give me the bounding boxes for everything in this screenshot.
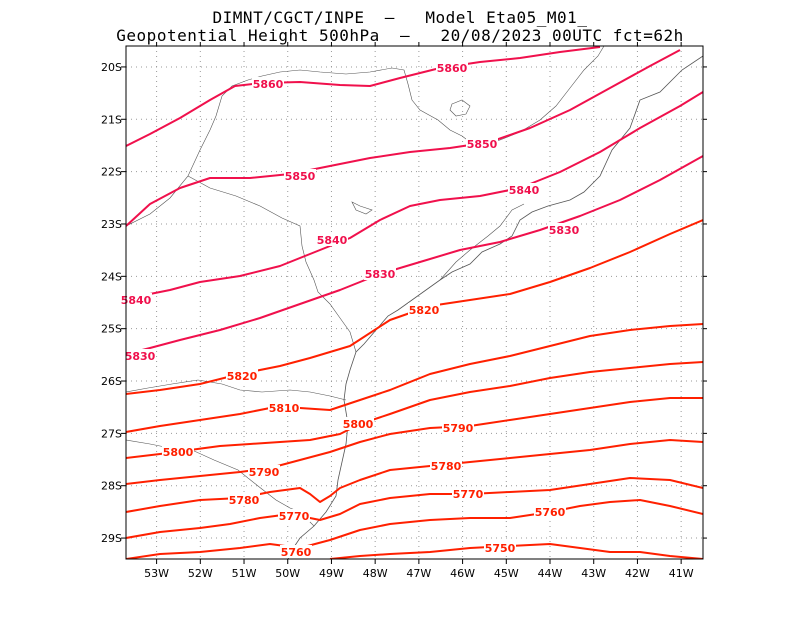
lat-tick-label: 24S bbox=[101, 270, 122, 283]
contour-line-5750 bbox=[329, 543, 703, 559]
contour-label-bg bbox=[484, 541, 516, 554]
plot-frame bbox=[125, 45, 704, 560]
state-border-1 bbox=[126, 67, 479, 227]
lat-tick-label: 25S bbox=[101, 323, 122, 336]
lat-tick-label: 22S bbox=[101, 166, 122, 179]
lon-tick-label: 49W bbox=[319, 567, 344, 580]
contour-label-5770: 5770 bbox=[279, 510, 310, 523]
contour-label-bg bbox=[120, 293, 152, 306]
contour-label-bg bbox=[248, 465, 280, 478]
lon-tick-label: 51W bbox=[232, 567, 257, 580]
contour-label-5750: 5750 bbox=[485, 542, 516, 555]
contour-line-5770 bbox=[126, 477, 703, 539]
chart-title-line2: Geopotential Height 500hPa – 20/08/2023 … bbox=[116, 26, 684, 45]
contour-line-5760 bbox=[126, 499, 703, 559]
contour-label-bg bbox=[452, 487, 484, 500]
lon-tick-label: 41W bbox=[669, 567, 694, 580]
contour-label-5830: 5830 bbox=[125, 350, 156, 363]
lat-tick-label: 20S bbox=[101, 61, 122, 74]
contour-label-bg bbox=[364, 267, 396, 280]
contour-line-5840 bbox=[126, 91, 703, 301]
lake-1 bbox=[449, 99, 471, 117]
lat-tick-label: 21S bbox=[101, 113, 122, 126]
lon-tick-label: 44W bbox=[538, 567, 563, 580]
contour-line-5850 bbox=[126, 49, 681, 227]
contour-label-5850: 5850 bbox=[285, 170, 316, 183]
contour-label-bg bbox=[278, 509, 310, 522]
contour-label-5840: 5840 bbox=[509, 184, 540, 197]
country-borders bbox=[126, 46, 703, 559]
state-border-2 bbox=[187, 175, 357, 353]
contour-label-5780: 5780 bbox=[431, 460, 462, 473]
contour-label-bg bbox=[408, 303, 440, 316]
contour-label-5790: 5790 bbox=[249, 466, 280, 479]
contour-label-5800: 5800 bbox=[343, 418, 374, 431]
contour-label-5810: 5810 bbox=[269, 402, 300, 415]
contour-label-5850: 5850 bbox=[467, 138, 498, 151]
contour-label-5820: 5820 bbox=[227, 370, 258, 383]
contour-label-bg bbox=[280, 545, 312, 558]
lon-tick-label: 53W bbox=[144, 567, 169, 580]
state-border-5 bbox=[477, 46, 605, 147]
contour-label-5760: 5760 bbox=[281, 546, 312, 559]
contour-label-bg bbox=[508, 183, 540, 196]
contour-label-5800: 5800 bbox=[163, 446, 194, 459]
state-border-3 bbox=[126, 379, 347, 401]
contour-label-5830: 5830 bbox=[549, 224, 580, 237]
contour-label-bg bbox=[442, 421, 474, 434]
contour-label-bg bbox=[430, 459, 462, 472]
contour-label-bg bbox=[316, 233, 348, 246]
contour-label-bg bbox=[436, 61, 468, 74]
contour-label-bg bbox=[268, 401, 300, 414]
contour-label-5780: 5780 bbox=[229, 494, 260, 507]
lat-tick-label: 27S bbox=[101, 427, 122, 440]
lat-tick-label: 26S bbox=[101, 375, 122, 388]
axis-ticks: 53W 52W 51W 50W 49W 48W 47W 46W 45W 44W 43W 42W 41W 2… bbox=[101, 42, 707, 580]
lat-tick-label: 29S bbox=[101, 532, 122, 545]
contour-label-5820: 5820 bbox=[409, 304, 440, 317]
contour-label-bg bbox=[284, 169, 316, 182]
contour-label-bg bbox=[534, 505, 566, 518]
lat-tick-label: 23S bbox=[101, 218, 122, 231]
contour-label-5790: 5790 bbox=[443, 422, 474, 435]
lon-tick-label: 46W bbox=[450, 567, 475, 580]
lon-tick-label: 52W bbox=[188, 567, 213, 580]
contour-label-5860: 5860 bbox=[437, 62, 468, 75]
contour-label-5860: 5860 bbox=[253, 78, 284, 91]
contour-label-bg bbox=[228, 493, 260, 506]
chart-title-line1: DIMNT/CGCT/INPE – Model Eta05_M01_ bbox=[212, 8, 588, 27]
contour-line-5790 bbox=[126, 397, 703, 485]
contour-line-5810 bbox=[126, 323, 703, 433]
contour-labels: 5860 5860 5850 5850 5840 5840 5840 5830 5830 5830… bbox=[120, 61, 580, 559]
contour-label-bg bbox=[226, 369, 258, 382]
lon-tick-label: 43W bbox=[581, 567, 606, 580]
lon-tick-label: 45W bbox=[494, 567, 519, 580]
lat-tick-label: 28S bbox=[101, 480, 122, 493]
contour-label-bg bbox=[548, 223, 580, 236]
coastline bbox=[287, 55, 703, 559]
lon-tick-label: 47W bbox=[406, 567, 431, 580]
lon-tick-label: 50W bbox=[275, 567, 300, 580]
contour-label-bg bbox=[466, 137, 498, 150]
lake-2 bbox=[351, 201, 373, 215]
contour-label-5830: 5830 bbox=[365, 268, 396, 281]
contour-line-5830 bbox=[126, 155, 703, 355]
contour-line-5800 bbox=[126, 361, 703, 459]
contour-label-bg bbox=[124, 349, 156, 362]
map-grid bbox=[126, 46, 703, 559]
contour-label-bg bbox=[342, 417, 374, 430]
contour-label-5840: 5840 bbox=[317, 234, 348, 247]
contour-label-bg bbox=[162, 445, 194, 458]
contour-label-5770: 5770 bbox=[453, 488, 484, 501]
lon-tick-label: 48W bbox=[363, 567, 388, 580]
contour-label-5840: 5840 bbox=[121, 294, 152, 307]
state-border-6 bbox=[439, 203, 525, 281]
lon-tick-label: 42W bbox=[625, 567, 650, 580]
contour-line-5860 bbox=[126, 46, 601, 147]
contour-label-5760: 5760 bbox=[535, 506, 566, 519]
contour-label-bg bbox=[252, 77, 284, 90]
